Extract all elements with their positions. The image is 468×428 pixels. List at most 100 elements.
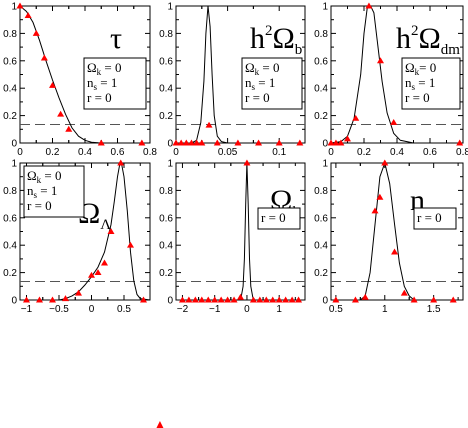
param-line: ns = 1 <box>27 183 57 200</box>
x-tick-label: 1 <box>276 304 282 315</box>
data-point <box>365 2 373 9</box>
data-point <box>275 139 283 146</box>
data-point <box>97 139 105 146</box>
x-tick-label: 0.6 <box>111 147 125 158</box>
data-point <box>371 207 379 214</box>
y-tick-label: 0.4 <box>3 84 17 95</box>
data-point <box>255 139 263 146</box>
data-point <box>23 296 30 303</box>
x-tick-label: 0.5 <box>329 304 343 315</box>
data-point <box>361 293 369 300</box>
param-sub: s <box>94 82 98 92</box>
param-line: r = 0 <box>87 90 112 105</box>
y-tick-label: 0.8 <box>159 29 173 40</box>
data-point <box>249 296 257 303</box>
likelihood-curve <box>330 5 463 144</box>
data-point <box>332 296 340 303</box>
data-point <box>49 81 56 88</box>
data-point <box>456 139 464 146</box>
x-tick-label: 0.05 <box>218 147 238 158</box>
x-tick-label: −2 <box>177 304 189 315</box>
param-symbol: Ω <box>405 60 415 75</box>
x-tick-label: 0.4 <box>390 147 404 158</box>
y-tick-label: 0 <box>167 296 173 307</box>
x-tick-label: 0 <box>328 147 334 158</box>
x-tick-label: 0.4 <box>78 147 92 158</box>
data-point <box>327 139 335 146</box>
data-point <box>57 110 65 117</box>
param-sub: k <box>255 67 260 77</box>
data-point <box>282 296 290 303</box>
title-omega: Ω <box>273 22 295 55</box>
x-tick-label: 0 <box>173 147 179 158</box>
data-point <box>24 12 32 19</box>
param-value: = 0 <box>419 60 436 75</box>
title-sup: 2 <box>265 23 273 39</box>
param-line: r = 0 <box>417 210 442 225</box>
param-value: = 1 <box>97 75 117 90</box>
param-sub: s <box>34 190 38 200</box>
param-line: r = 0 <box>261 210 286 225</box>
data-point <box>182 139 190 146</box>
y-tick-label: 0.2 <box>159 268 173 279</box>
y-tick-label: 0.8 <box>314 29 328 40</box>
data-point <box>191 296 199 303</box>
title-main: τ <box>110 22 122 55</box>
data-point <box>32 29 40 36</box>
data-point <box>138 139 146 146</box>
data-point <box>344 135 351 142</box>
data-point <box>75 289 82 296</box>
title-main: h <box>250 22 265 55</box>
panel-4: 00.20.40.60.81−2−101Ωkr = 0 <box>159 159 306 315</box>
x-tick-label: 0 <box>17 147 23 158</box>
y-tick-label: 1 <box>11 2 17 13</box>
data-point <box>224 296 232 303</box>
param-symbol: r <box>27 198 32 213</box>
title-sub: Λ <box>100 217 111 233</box>
panel-title: τ <box>110 22 122 55</box>
y-tick-label: 0 <box>322 296 328 307</box>
param-line: Ωk = 0 <box>87 60 122 77</box>
y-tick-label: 0.4 <box>159 84 173 95</box>
x-tick-label: 1 <box>382 304 388 315</box>
y-tick-label: 0.8 <box>3 29 17 40</box>
param-sub: s <box>252 82 256 92</box>
data-point <box>230 296 238 303</box>
y-tick-label: 0.8 <box>314 186 328 197</box>
param-symbol: n <box>87 75 94 90</box>
data-point <box>185 296 193 303</box>
param-value: = 0 <box>101 60 121 75</box>
data-point <box>256 296 264 303</box>
y-tick-label: 0.4 <box>314 84 328 95</box>
data-point <box>127 241 134 248</box>
data-point <box>410 296 418 303</box>
param-box <box>241 57 303 110</box>
y-tick-label: 0.6 <box>314 56 328 67</box>
data-point <box>351 296 359 303</box>
param-box <box>413 207 457 230</box>
param-value: = 1 <box>255 75 275 90</box>
title-omega: Ω <box>419 22 441 55</box>
y-tick-label: 0.8 <box>159 186 173 197</box>
param-line: Ωk = 0 <box>27 168 62 185</box>
param-value: = 1 <box>415 75 435 90</box>
x-tick-label: 0 <box>89 304 95 315</box>
param-line: r = 0 <box>245 90 270 105</box>
param-line: ns = 1 <box>87 75 117 92</box>
param-symbol: r <box>405 90 410 105</box>
x-tick-label: 0.6 <box>423 147 437 158</box>
y-tick-label: 0.4 <box>314 241 328 252</box>
param-value: = 0 <box>91 90 111 105</box>
y-tick-label: 0.6 <box>3 56 17 67</box>
param-value: = 1 <box>37 183 57 198</box>
data-point <box>269 296 277 303</box>
y-tick-label: 0.6 <box>159 56 173 67</box>
param-symbol: n <box>27 183 34 198</box>
param-symbol: n <box>245 75 252 90</box>
data-point <box>140 296 147 303</box>
data-point <box>62 295 69 302</box>
panel-title: h2Ωdm <box>396 22 460 58</box>
data-point <box>390 118 398 125</box>
data-point <box>213 139 221 146</box>
